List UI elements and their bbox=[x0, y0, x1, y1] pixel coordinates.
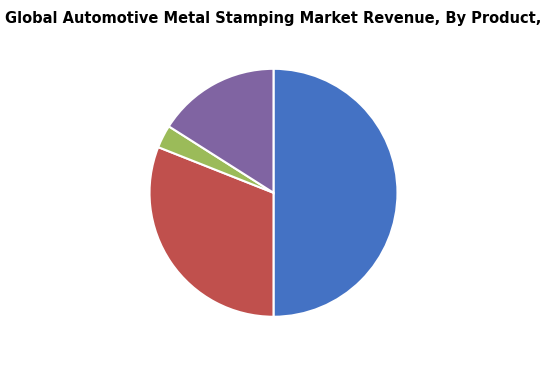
Wedge shape bbox=[274, 69, 398, 317]
Wedge shape bbox=[158, 126, 274, 193]
Text: Global Automotive Metal Stamping Market Revenue, By Product, 2016 (%): Global Automotive Metal Stamping Market … bbox=[5, 11, 547, 26]
Legend: Cars, Commercial vehicles, Recreational vehicles, Transportation: Cars, Commercial vehicles, Recreational … bbox=[46, 375, 501, 378]
Wedge shape bbox=[149, 147, 274, 317]
Wedge shape bbox=[169, 69, 274, 193]
